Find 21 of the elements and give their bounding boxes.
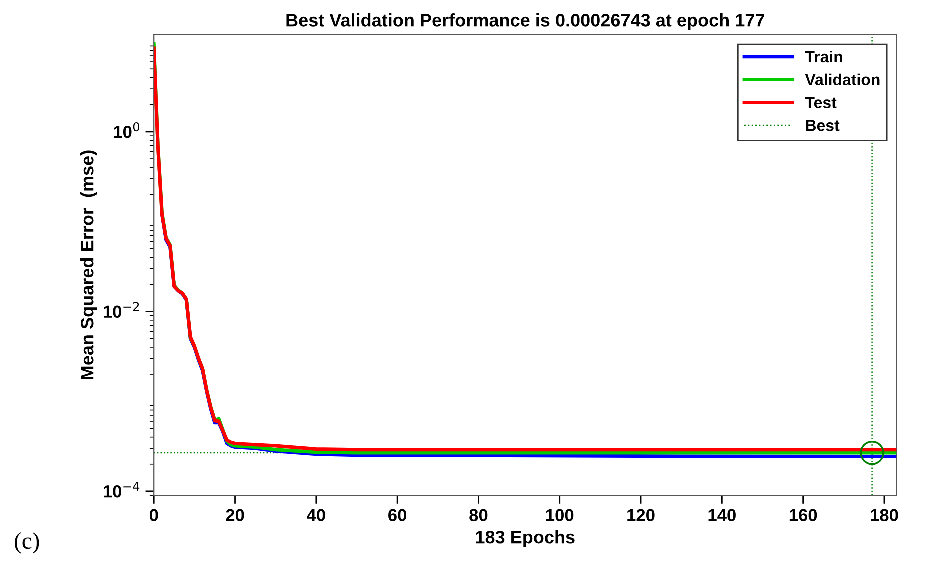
text: (c) (15, 532, 40, 554)
legend-label: Validation (805, 74, 880, 86)
y-tick-label: 10$^{−2}$ (104, 302, 140, 318)
legend-label: Best (806, 120, 840, 132)
x-tick-label: 20 (226, 509, 244, 522)
chart-title: Best Validation Performance is 0.00026743 at epoch 177 (286, 14, 764, 30)
x-tick-label: 0 (150, 509, 158, 522)
x-tick-label: 140 (708, 509, 736, 522)
legend-label: Train (805, 50, 842, 63)
x-tick-label: 40 (307, 509, 326, 522)
y-tick-label: 10$^{−4}$ (104, 482, 140, 498)
x-tick-label: 60 (388, 509, 407, 522)
x-tick-label: 80 (470, 509, 488, 522)
x-axis-title: 183 Epochs (476, 530, 575, 548)
x-tick-label: 160 (790, 509, 818, 522)
y-axis-title: Mean Squared Error (mse) (80, 150, 98, 380)
x-tick-label: 180 (871, 509, 898, 522)
legend-label: Test (805, 97, 837, 108)
x-tick-label: 100 (546, 509, 574, 522)
x-tick-label: 120 (628, 509, 655, 522)
y-tick-label: 10$^{0}$ (114, 122, 140, 138)
